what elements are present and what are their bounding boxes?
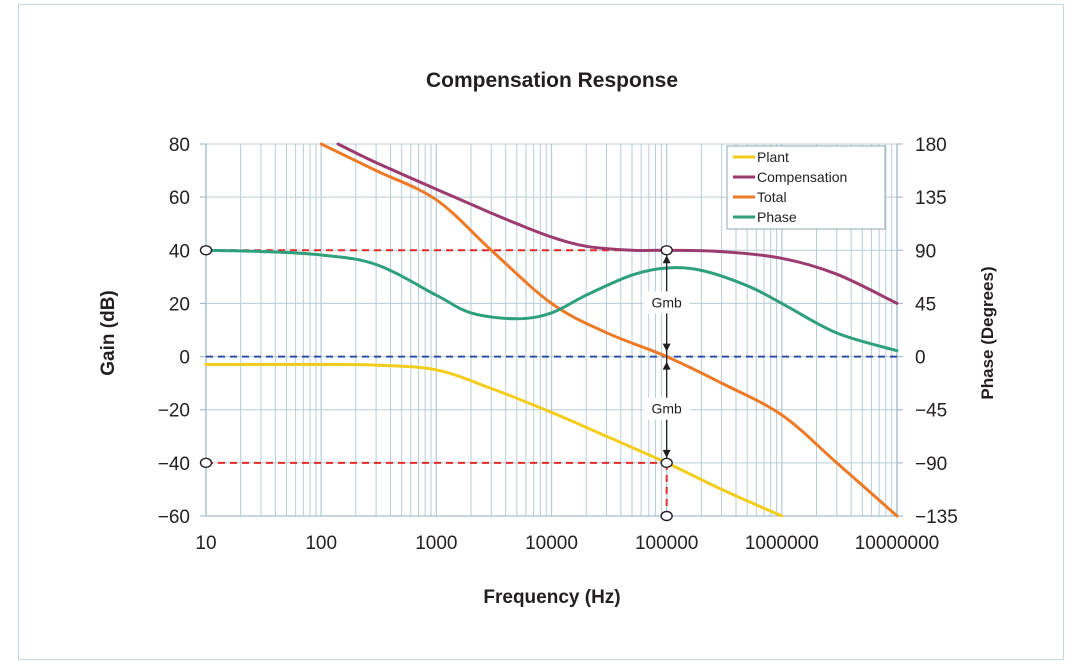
annotation-background [643, 397, 690, 420]
series-line-plant [204, 362, 784, 518]
chart-title: Compensation Response [426, 69, 678, 92]
y-tick-label: 80 [169, 135, 190, 156]
y2-tick-label: 90 [915, 241, 936, 262]
y-tick-label: −40 [158, 454, 190, 475]
x-tick-label: 100 [305, 533, 337, 554]
y2-tick-label: −135 [915, 507, 958, 528]
y-tick-label: −20 [158, 401, 190, 422]
y-tick-label: 60 [169, 188, 190, 209]
legend-label-phase: Phase [757, 209, 797, 225]
y-axis-title: Gain (dB) [98, 290, 119, 376]
x-tick-label: 100000 [635, 533, 698, 554]
x-tick-label: 10 [195, 533, 216, 554]
x-axis-title: Frequency (Hz) [483, 587, 620, 608]
gmb-lower-arrow-head [662, 449, 671, 458]
point-marker [199, 457, 213, 469]
gmb-upper-arrow-head [662, 255, 671, 264]
legend-label-total: Total [757, 189, 787, 205]
x-tick-label: 10000000 [855, 533, 940, 554]
annotation-background [643, 291, 690, 314]
legend-box [726, 145, 886, 230]
legend: Plant Compensation Total Phase [726, 145, 886, 230]
x-tick-label: 10000 [525, 533, 578, 554]
x-tick-label: 1000000 [745, 533, 819, 554]
annotation-gmb: Gmb [651, 401, 682, 417]
y2-tick-label: −45 [915, 401, 947, 422]
gmb-upper-arrow-head [662, 343, 671, 352]
y2-tick-label: −90 [915, 454, 947, 475]
y-tick-label: 40 [169, 241, 190, 262]
legend-label-plant: Plant [757, 149, 789, 165]
series-line-total [319, 142, 899, 518]
x-tick-label: 1000 [415, 533, 457, 554]
annotation-gmb: Gmb [651, 294, 682, 310]
series-line-phase [204, 248, 899, 353]
chart-frame: Compensation Response Frequency (Hz) Gai… [18, 4, 1064, 660]
y2-tick-label: 0 [915, 348, 926, 369]
y-tick-label: −60 [158, 507, 190, 528]
y-tick-label: 0 [179, 348, 190, 369]
y2-axis-title: Phase (Degrees) [978, 266, 997, 399]
point-marker [199, 245, 213, 256]
point-marker [660, 245, 673, 256]
point-marker [660, 510, 673, 522]
gmb-lower-arrow-head [662, 361, 671, 370]
series-line-compensation [336, 142, 899, 305]
y2-tick-label: 135 [915, 188, 947, 209]
plot-area: 10 100 1000 10000 100000 1000000 10000000 80 60 4… [158, 135, 958, 554]
legend-label-compensation: Compensation [757, 169, 847, 185]
y2-tick-label: 180 [915, 135, 947, 156]
point-marker [660, 457, 673, 469]
y-tick-label: 20 [169, 294, 190, 315]
compensation-response-chart: Compensation Response Frequency (Hz) Gai… [98, 69, 997, 608]
y2-tick-label: 45 [915, 294, 936, 315]
